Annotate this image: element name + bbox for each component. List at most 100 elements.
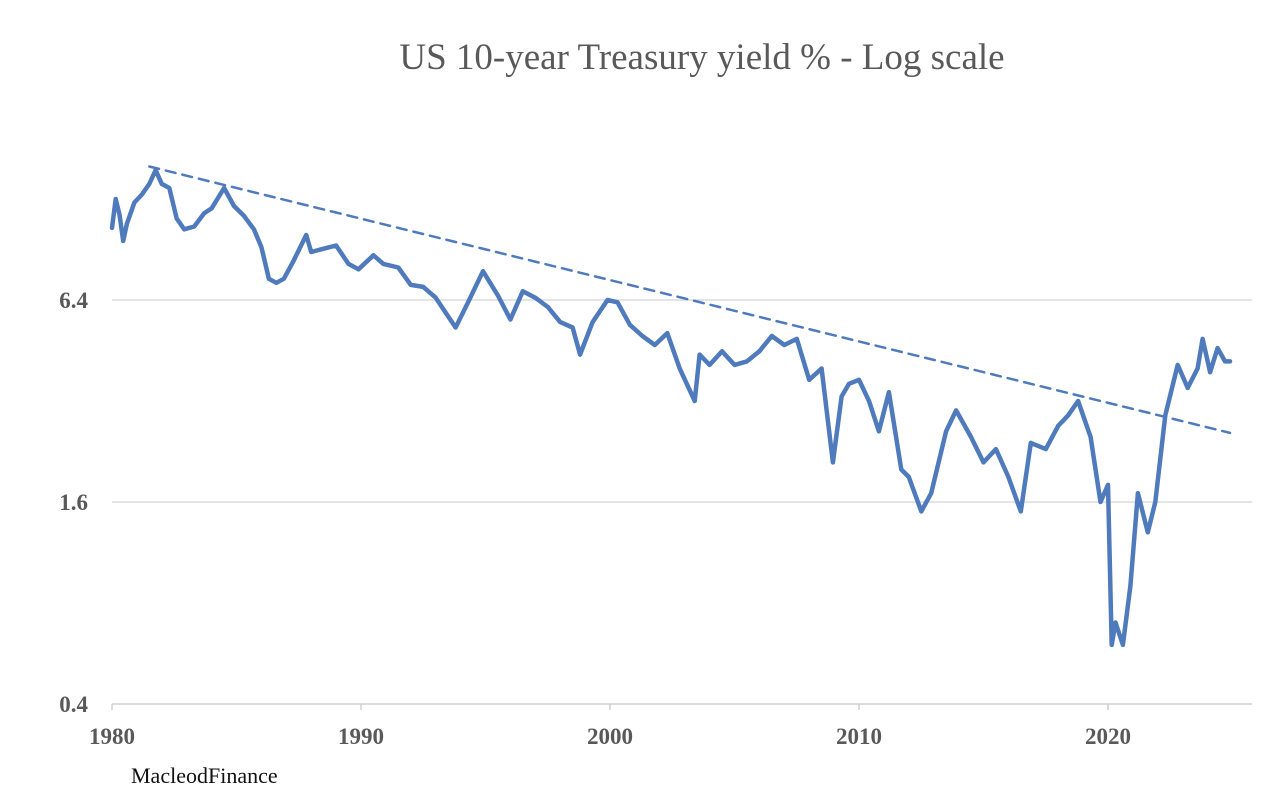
y-tick-label: 6.4 [59, 288, 88, 313]
data-point [304, 232, 309, 237]
data-point [209, 206, 214, 211]
data-point [408, 282, 413, 287]
data-point [1175, 362, 1180, 367]
data-point [139, 192, 144, 197]
data-point [769, 333, 774, 338]
data-point [182, 227, 187, 232]
data-point [570, 325, 575, 330]
data-point [886, 390, 891, 395]
data-point [1006, 474, 1011, 479]
x-tick-label: 2000 [587, 724, 633, 749]
data-point [707, 362, 712, 367]
data-point [830, 460, 835, 465]
data-point [1128, 583, 1133, 588]
data-point [232, 203, 237, 208]
data-point [1098, 500, 1103, 504]
data-point [627, 322, 632, 327]
data-point [110, 225, 114, 230]
data-point [381, 261, 386, 266]
data-point [993, 447, 998, 452]
data-point [665, 331, 670, 336]
data-point [346, 261, 351, 266]
data-point [520, 289, 525, 294]
data-point [757, 349, 762, 354]
data-point [508, 317, 513, 322]
data-point [1043, 447, 1048, 452]
data-point [121, 238, 126, 243]
data-point [794, 336, 799, 341]
data-point [291, 258, 296, 263]
data-point [321, 246, 326, 251]
data-point [954, 408, 959, 413]
data-point [259, 245, 264, 250]
data-point [309, 249, 314, 254]
y-tick-label: 0.4 [59, 692, 88, 717]
data-point [839, 394, 844, 399]
data-point [274, 280, 279, 285]
data-point [807, 377, 812, 382]
data-point [578, 352, 583, 357]
data-point [481, 269, 486, 274]
data-point [421, 284, 426, 289]
data-point [453, 325, 458, 330]
data-point [1028, 440, 1033, 445]
data-point [117, 212, 122, 217]
data-point [241, 213, 246, 218]
data-point [929, 491, 934, 496]
data-point [174, 216, 179, 221]
data-point [1135, 491, 1140, 496]
data-point [744, 359, 749, 364]
data-point [866, 399, 871, 403]
data-point [113, 197, 118, 201]
data-point [640, 333, 645, 338]
data-point [720, 349, 725, 354]
data-point [969, 434, 974, 439]
data-point [251, 227, 256, 232]
data-point [944, 429, 949, 434]
data-point [159, 181, 164, 186]
data-point [677, 366, 682, 371]
data-point [1106, 482, 1110, 487]
data-point [147, 181, 152, 186]
y-tick-label: 1.6 [59, 490, 88, 515]
data-point [1185, 385, 1190, 390]
data-point [819, 366, 824, 371]
data-point [466, 300, 471, 305]
data-point [1066, 413, 1071, 418]
data-point [1120, 642, 1125, 647]
data-point [1153, 500, 1158, 504]
data-point [281, 276, 286, 281]
data-point [1113, 620, 1118, 625]
data-point [847, 381, 852, 386]
data-point [1088, 434, 1093, 439]
data-point [652, 342, 657, 347]
data-point [1215, 346, 1220, 351]
data-point [192, 224, 197, 229]
data-point [615, 300, 620, 305]
chart-title: US 10-year Treasury yield % - Log scale [399, 37, 1005, 78]
data-point [605, 298, 610, 302]
x-tick-label: 2010 [836, 724, 882, 749]
data-point [876, 429, 881, 434]
data-point [1018, 509, 1023, 514]
x-tick-label: 1990 [338, 724, 384, 749]
watermark: MacleodFinance [131, 763, 278, 788]
data-point [1076, 399, 1081, 403]
data-point [433, 295, 438, 300]
data-point [1195, 366, 1200, 371]
data-point [590, 320, 595, 325]
trendline [148, 165, 1232, 435]
x-tick-label: 1980 [89, 724, 135, 749]
data-point [692, 399, 697, 403]
data-point [981, 460, 986, 465]
data-point [356, 267, 361, 272]
data-point [334, 243, 339, 248]
data-point [1056, 423, 1061, 428]
data-point [899, 467, 904, 472]
data-point [533, 295, 538, 300]
data-point [132, 200, 137, 205]
data-point [558, 320, 563, 325]
data-point [857, 377, 861, 382]
data-point [1208, 370, 1213, 375]
data-point [202, 211, 207, 216]
